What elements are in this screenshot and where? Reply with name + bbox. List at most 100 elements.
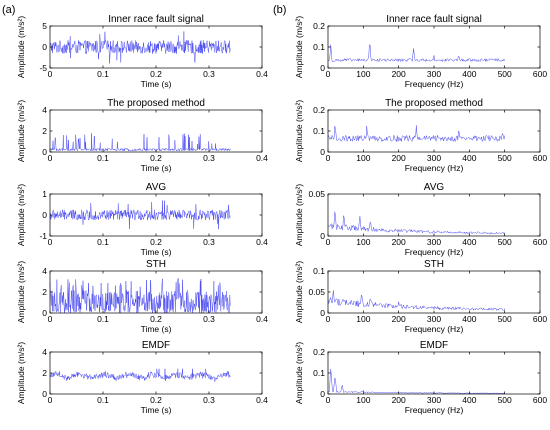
series-line	[327, 369, 505, 394]
x-tick-label: 0	[48, 237, 53, 247]
x-tick-label: 0.2	[150, 237, 162, 247]
chart-title: STH	[424, 259, 444, 270]
y-tick-label: 0.1	[313, 266, 325, 276]
y-axis-label: Amplitude (m/s²)	[16, 261, 26, 324]
x-tick-label: 500	[498, 69, 512, 79]
x-tick-label: 0	[326, 395, 331, 405]
y-tick-label: 2	[42, 126, 47, 136]
y-axis-label: Amplitude (m/s²)	[16, 100, 26, 163]
chart-title: Inner race fault signal	[108, 14, 204, 25]
x-tick-label: 600	[533, 314, 547, 324]
x-tick-label: 0.2	[150, 314, 162, 324]
y-axis-label: Amplitude (m/s²)	[16, 16, 26, 79]
y-tick-label: 2	[42, 368, 47, 378]
y-tick-label: 0	[320, 308, 325, 318]
x-axis-label: Frequency (Hz)	[405, 163, 464, 173]
x-tick-label: 600	[533, 153, 547, 163]
x-tick-label: 0.4	[256, 153, 268, 163]
y-tick-label: 4	[42, 266, 47, 276]
x-tick-label: 0.3	[203, 314, 215, 324]
x-tick-label: 0	[48, 314, 53, 324]
x-tick-label: 600	[533, 395, 547, 405]
series-line	[49, 200, 231, 230]
x-tick-label: 100	[356, 237, 370, 247]
y-axis-label: Amplitude (m/s²)	[294, 184, 304, 247]
x-tick-label: 400	[462, 237, 476, 247]
x-tick-label: 300	[427, 69, 441, 79]
y-axis-label: Amplitude (m/s²)	[294, 342, 304, 405]
chart-title: EMDF	[420, 340, 448, 351]
x-tick-label: 300	[427, 314, 441, 324]
x-tick-label: 0.1	[97, 314, 109, 324]
x-tick-label: 0	[326, 237, 331, 247]
plot-frame	[327, 270, 541, 314]
x-tick-label: 400	[462, 395, 476, 405]
series-line	[327, 211, 505, 235]
x-tick-label: 0.1	[97, 395, 109, 405]
x-tick-label: 0.4	[256, 314, 268, 324]
x-axis-label: Frequency (Hz)	[405, 79, 464, 89]
y-tick-label: 0.1	[313, 368, 325, 378]
plot-frame	[327, 351, 541, 395]
y-tick-label: 0.2	[313, 21, 325, 31]
x-tick-label: 0	[326, 69, 331, 79]
y-tick-label: 0.05	[308, 287, 325, 297]
y-tick-label: 0	[320, 389, 325, 399]
chart-title: AVG	[424, 182, 445, 193]
x-tick-label: 500	[498, 153, 512, 163]
series-line	[49, 31, 231, 64]
x-tick-label: 300	[427, 395, 441, 405]
x-tick-label: 0	[326, 153, 331, 163]
y-tick-label: 4	[42, 347, 47, 357]
chart-title: Inner race fault signal	[386, 14, 482, 25]
y-tick-label: 5	[42, 21, 47, 31]
x-tick-label: 200	[392, 237, 406, 247]
x-tick-label: 200	[392, 153, 406, 163]
x-tick-label: 400	[462, 69, 476, 79]
x-tick-label: 100	[356, 153, 370, 163]
chart-a-4: EMDF 0 0.1 0.2 0.3 0.4 0 2 4 Time (s) Amplitude (m…	[16, 340, 268, 415]
y-tick-label: 4	[42, 105, 47, 115]
y-axis-label: Amplitude (m/s²)	[16, 342, 26, 405]
x-tick-label: 400	[462, 153, 476, 163]
y-tick-label: 0	[320, 147, 325, 157]
x-tick-label: 0.3	[203, 153, 215, 163]
x-axis-label: Frequency (Hz)	[405, 247, 464, 257]
panel-label-b: (b)	[273, 4, 286, 16]
x-axis-label: Frequency (Hz)	[405, 324, 464, 334]
chart-title: STH	[146, 259, 166, 270]
y-tick-label: 0	[42, 210, 47, 220]
x-tick-label: 200	[392, 395, 406, 405]
y-tick-label: -5	[39, 63, 47, 73]
chart-b-1: The proposed method 0 100 200 300 400 500 600 0 0…	[294, 98, 547, 173]
chart-a-3: STH 0 0.1 0.2 0.3 0.4 0 2 4 Time (s) Amplitude (m/…	[16, 259, 268, 334]
x-tick-label: 500	[498, 395, 512, 405]
x-tick-label: 600	[533, 69, 547, 79]
x-tick-label: 600	[533, 237, 547, 247]
y-axis-label: Amplitude (m/s²)	[294, 100, 304, 163]
chart-title: EMDF	[142, 340, 170, 351]
x-axis-label: Time (s)	[141, 324, 172, 334]
x-axis-label: Time (s)	[141, 247, 172, 257]
x-tick-label: 0.1	[97, 153, 109, 163]
chart-title: The proposed method	[107, 98, 205, 109]
y-tick-label: 0	[42, 147, 47, 157]
series-line	[49, 133, 231, 152]
x-tick-label: 0.2	[150, 395, 162, 405]
x-tick-label: 0	[48, 153, 53, 163]
y-axis-label: Amplitude (m/s²)	[294, 16, 304, 79]
x-tick-label: 100	[356, 395, 370, 405]
series-line	[327, 44, 505, 63]
y-tick-label: 0.05	[308, 189, 325, 199]
x-tick-label: 0.3	[203, 69, 215, 79]
x-tick-label: 0	[48, 69, 53, 79]
y-tick-label: 0	[42, 308, 47, 318]
chart-title: The proposed method	[385, 98, 483, 109]
x-tick-label: 100	[356, 314, 370, 324]
plot-frame	[327, 193, 541, 237]
x-tick-label: 400	[462, 314, 476, 324]
